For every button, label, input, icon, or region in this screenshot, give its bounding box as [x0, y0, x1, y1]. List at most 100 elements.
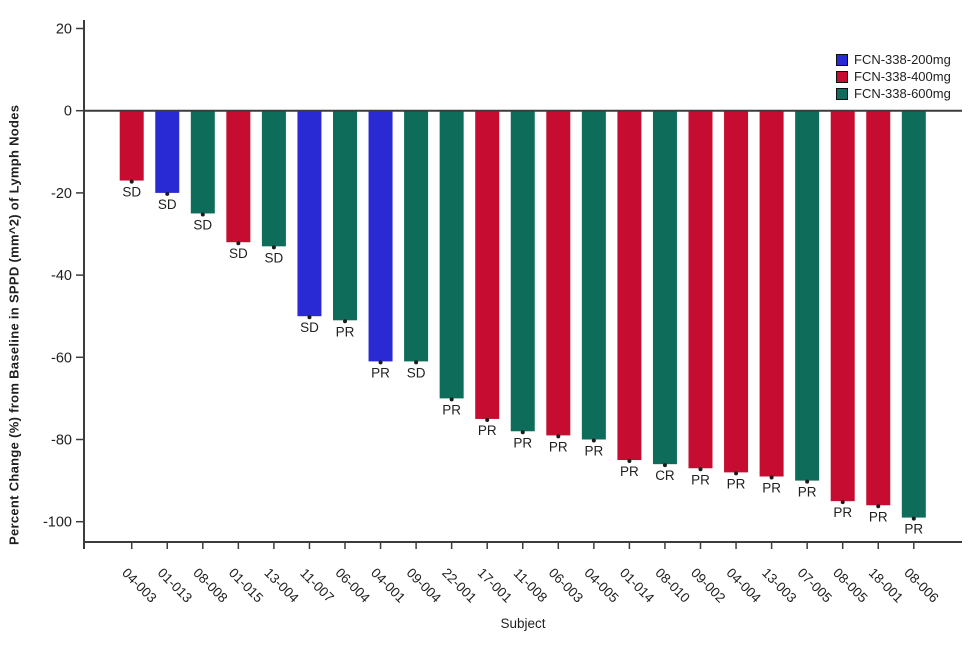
bar-end-marker-06-004 [343, 319, 347, 324]
x-tick-label-22-001: 22-001 [439, 565, 479, 605]
bar-06-003 [546, 110, 571, 436]
x-tick-label-08-006: 08-006 [901, 565, 941, 605]
bar-end-marker-08-005 [840, 500, 845, 505]
x-tick-label-08-010: 08-010 [652, 565, 692, 605]
bar-01-013 [155, 110, 180, 193]
legend-label-600mg: FCN-338-600mg [854, 86, 951, 101]
response-label-04-005: PR [584, 444, 603, 459]
x-tick-label-17-001: 17-001 [475, 565, 515, 605]
bar-01-014 [617, 110, 642, 461]
bar-08-005 [830, 110, 855, 502]
response-label-08-005: PR [833, 505, 852, 520]
response-label-17-001: PR [478, 423, 497, 438]
bar-end-marker-08-008 [200, 212, 205, 217]
x-tick-label-13-003: 13-003 [759, 565, 799, 605]
bar-08-008 [190, 110, 215, 214]
bar-18-001 [866, 110, 891, 506]
bar-13-003 [759, 110, 784, 477]
bar-17-001 [475, 110, 500, 419]
y-tick-label-0: 0 [64, 104, 72, 120]
bar-08-006 [901, 110, 926, 518]
x-tick-label-04-004: 04-004 [724, 565, 765, 606]
x-tick-label-11-008: 11-008 [511, 566, 551, 606]
bar-end-marker-08-006 [911, 516, 916, 521]
y-axis-title: Percent Change (%) from Baseline in SPPD… [6, 104, 22, 546]
response-label-01-015: SD [229, 246, 248, 261]
bar-09-004 [404, 110, 429, 362]
bar-end-marker-04-003 [129, 179, 134, 184]
response-label-09-002: PR [691, 472, 710, 487]
response-label-06-004: PR [336, 324, 355, 339]
bar-11-007 [297, 110, 322, 317]
legend-item-200mg: FCN-338-200mg [836, 51, 951, 68]
bar-end-marker-17-001 [485, 417, 490, 422]
response-label-11-008: PR [513, 435, 532, 450]
legend-swatch-600mg-icon [836, 87, 848, 100]
bar-07-005 [795, 110, 820, 481]
bar-end-marker-18-001 [876, 504, 881, 509]
response-label-11-007: SD [300, 320, 319, 335]
x-tick-label-08-005: 08-005 [830, 565, 870, 605]
y-tick-label--20: -20 [51, 186, 72, 202]
bar-end-marker-06-003 [556, 434, 561, 439]
response-label-08-008: SD [193, 217, 212, 232]
bar-08-010 [652, 110, 677, 465]
response-label-04-001: PR [371, 365, 390, 380]
bar-end-marker-11-007 [307, 315, 312, 320]
y-tick-label--60: -60 [51, 350, 72, 366]
x-tick-label-09-004: 09-004 [404, 565, 445, 606]
legend-label-200mg: FCN-338-200mg [854, 52, 951, 67]
bar-end-marker-09-004 [414, 360, 419, 365]
bar-end-marker-08-010 [662, 463, 667, 468]
bar-04-003 [119, 110, 144, 181]
bar-04-005 [581, 110, 606, 440]
response-label-18-001: PR [869, 509, 888, 524]
bar-end-marker-13-003 [769, 475, 774, 480]
legend-swatch-200mg-icon [836, 53, 848, 66]
x-tick-label-08-008: 08-008 [190, 565, 230, 605]
x-tick-label-18-001: 18-001 [866, 565, 906, 605]
bar-22-001 [439, 110, 464, 399]
x-tick-label-07-005: 07-005 [795, 565, 835, 605]
bar-end-marker-11-008 [520, 430, 525, 435]
response-label-09-004: SD [407, 365, 426, 380]
y-tick-label-20: 20 [56, 22, 72, 38]
x-tick-label-01-014: 01-014 [617, 565, 658, 606]
legend-item-400mg: FCN-338-400mg [836, 68, 951, 85]
bar-end-marker-01-013 [165, 191, 170, 196]
bar-end-marker-04-004 [734, 471, 739, 476]
bar-06-004 [333, 110, 357, 321]
legend: FCN-338-200mg FCN-338-400mg FCN-338-600m… [836, 51, 951, 102]
response-label-08-006: PR [904, 522, 923, 537]
bar-09-002 [688, 110, 713, 469]
y-tick-label--80: -80 [51, 433, 72, 449]
response-label-01-013: SD [158, 197, 177, 212]
x-axis-title: Subject [500, 616, 546, 631]
x-tick-label-06-003: 06-003 [546, 565, 586, 605]
bar-end-marker-04-005 [591, 438, 596, 443]
legend-item-600mg: FCN-338-600mg [836, 85, 951, 102]
bar-04-004 [724, 110, 749, 473]
x-tick-label-01-013: 01-013 [155, 565, 195, 605]
bar-end-marker-01-014 [627, 459, 632, 464]
y-tick-label--40: -40 [51, 268, 72, 284]
response-label-01-014: PR [620, 464, 639, 479]
bar-end-marker-01-015 [236, 241, 241, 246]
bar-11-008 [510, 110, 535, 432]
legend-label-400mg: FCN-338-400mg [854, 69, 951, 84]
response-label-13-003: PR [762, 480, 781, 495]
bar-end-marker-07-005 [805, 479, 810, 484]
legend-swatch-400mg-icon [836, 70, 848, 83]
x-tick-label-11-007: 11-007 [297, 566, 337, 606]
x-tick-label-01-015: 01-015 [226, 565, 266, 605]
x-tick-label-04-001: 04-001 [368, 565, 408, 605]
bar-13-004 [261, 110, 286, 247]
bar-end-marker-09-002 [698, 467, 703, 472]
x-tick-label-06-004: 06-004 [332, 565, 373, 606]
bar-end-marker-04-001 [378, 360, 383, 365]
x-tick-label-04-005: 04-005 [581, 565, 621, 605]
response-label-07-005: PR [798, 485, 817, 500]
x-tick-label-13-004: 13-004 [261, 565, 302, 606]
